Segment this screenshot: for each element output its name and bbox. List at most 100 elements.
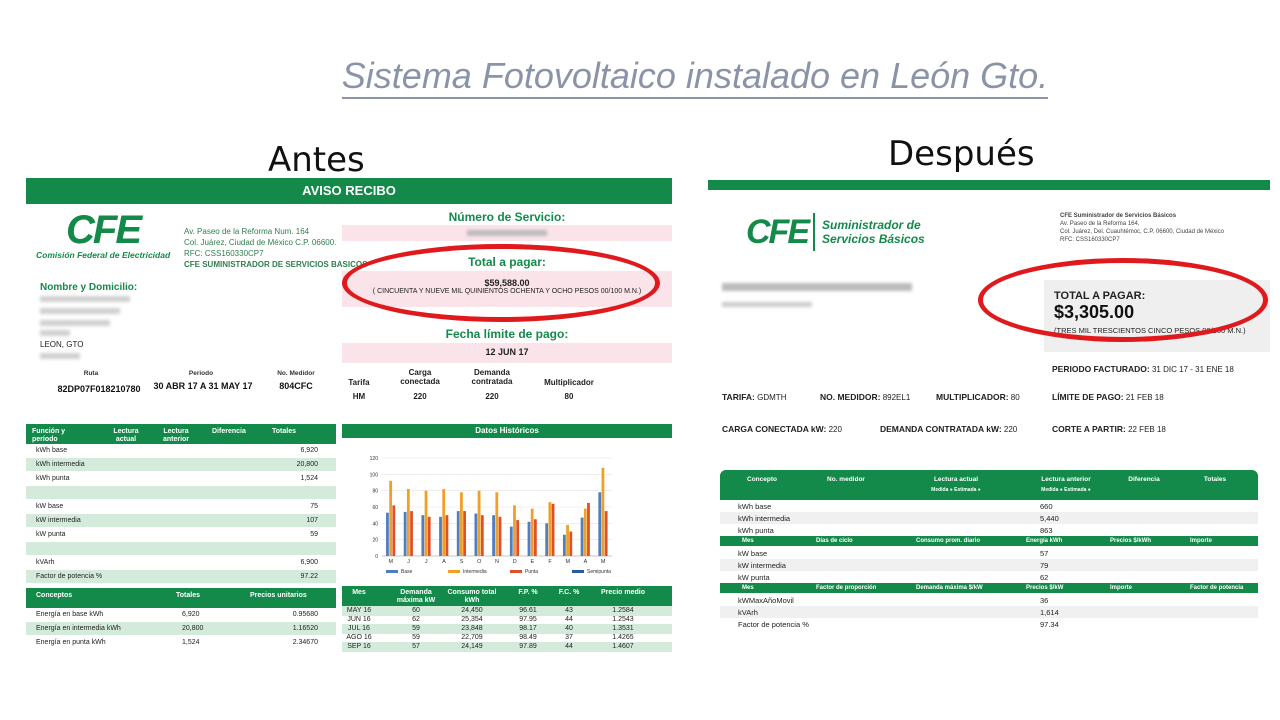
cfe-logo-2: CFE [746, 213, 810, 251]
hist-cell: 60 [412, 607, 420, 614]
tarifa-info: TARIFA: GDMTH [722, 392, 787, 402]
hist-cell: 96.61 [519, 607, 537, 614]
row-total: 1,524 [182, 639, 200, 646]
bar-intermedia [406, 489, 410, 556]
hist-row: AGO 16 59 22,709 98.49 37 1.4265 [342, 633, 672, 643]
bar-intermedia [548, 502, 552, 556]
hist-cell: MAY 16 [346, 607, 372, 614]
demanda-info: DEMANDA CONTRATADA kW: 220 [880, 424, 1018, 434]
hist-cell: 1.2543 [612, 616, 634, 623]
redacted-address-2 [722, 302, 812, 307]
row-value: 1,524 [300, 475, 318, 482]
despues-row: kWh intermedia 5,440 [720, 512, 1258, 524]
subheader-cell: Consumo prom. diario [916, 538, 981, 544]
cfe-logo-subtitle: Comisión Federal de Electricidad [36, 250, 171, 260]
bar-intermedia [601, 467, 605, 556]
cfe-logo: CFE [66, 208, 142, 252]
row-value: 97.34 [1040, 620, 1059, 629]
bar-intermedia [513, 505, 516, 556]
redacted-address [40, 353, 80, 359]
bar-intermedia [566, 524, 569, 556]
legend-label: Punta [525, 569, 538, 575]
bar-base [386, 512, 389, 556]
legend-label: Semipunta [587, 569, 611, 575]
y-tick-label: 40 [372, 521, 378, 527]
periodo-label: Periodo [188, 370, 214, 377]
redacted-name [40, 296, 130, 302]
ruta-label: Ruta [83, 370, 99, 377]
slide-title: Sistema Fotovoltaico instalado en León G… [0, 55, 1280, 99]
despues-row: kWh punta 863 [720, 524, 1258, 536]
x-tick-label: J [407, 559, 410, 565]
hist-cell: 44 [565, 643, 573, 650]
subheader-cell: Factor de proporción [816, 585, 877, 591]
numero-servicio-label: Número de Servicio: [448, 210, 566, 224]
row-value: 660 [1040, 502, 1053, 511]
hist-cell: 57 [412, 643, 420, 650]
bar-intermedia [477, 490, 481, 556]
medidor-value: 804CFC [279, 381, 313, 391]
lecturas-header: Función y período Lectura actual Lectura… [26, 424, 336, 444]
bar-intermedia [424, 490, 428, 556]
hist-cell: JUL 16 [348, 625, 370, 632]
hist-cell: SEP 16 [347, 643, 371, 650]
hist-row: JUN 16 62 25,354 97.95 44 1.2543 [342, 615, 672, 625]
lecturas-row: Factor de potencia % 97.22 [26, 570, 336, 583]
subheader-cell: Factor de potencia [1190, 585, 1244, 591]
despues-row: kVArh 1,614 [720, 606, 1258, 618]
y-tick-label: 120 [370, 456, 379, 462]
row-value: 59 [310, 531, 318, 538]
x-tick-label: F [548, 559, 552, 565]
despues-table-header: Concepto No. medidor Lectura actual Lect… [720, 470, 1258, 500]
row-label: Energía en intermedia kWh [36, 625, 121, 632]
row-price: 0.95680 [292, 611, 318, 618]
x-tick-label: A [584, 559, 588, 565]
bar-punta [392, 505, 396, 556]
y-tick-label: 0 [375, 554, 378, 560]
hist-cell: 24,450 [461, 607, 483, 614]
lecturas-row: kWh base 6,920 [26, 444, 336, 457]
legend-label: Intermedia [463, 569, 487, 575]
x-tick-label: M [565, 559, 570, 565]
legend-label: Base [401, 569, 413, 575]
hist-cell: 1.4607 [612, 643, 634, 650]
historical-consumption-chart: 0 20 40 60 80 100 120 M J J A S O N D E F M A M Base Intermed… [370, 456, 612, 575]
lecturas-row: kW base 75 [26, 500, 336, 513]
concepto-row: Energía en base kWh 6,920 0.95680 [26, 608, 336, 621]
row-label: kW intermedia [738, 561, 786, 570]
subheader-cell: Energía kWh [1026, 538, 1063, 544]
row-value: 6,900 [300, 559, 318, 566]
subheader-cell: Precios $/kW [1026, 585, 1064, 591]
lecturas-row: kWh intermedia 20,800 [26, 458, 336, 471]
bar-punta [480, 515, 484, 556]
cfe-logo-subtitle-2: Suministrador de Servicios Básicos [822, 218, 925, 246]
hist-row: SEP 16 57 24,149 97.89 44 1.4607 [342, 642, 672, 652]
multiplicador-value: 80 [564, 392, 574, 401]
x-tick-label: E [531, 559, 535, 565]
despues-bill: CFE Suministrador de Servicios Básicos C… [708, 178, 1270, 648]
row-label: kW punta [738, 573, 770, 582]
row-label: kW punta [36, 531, 66, 538]
bar-intermedia [389, 480, 393, 556]
bar-punta [551, 503, 555, 556]
corte-info: CORTE A PARTIR: 22 FEB 18 [1052, 424, 1166, 434]
bar-base [403, 511, 407, 556]
hist-cell: 22,709 [461, 634, 483, 641]
lecturas-row: kVArh 6,900 [26, 556, 336, 569]
bar-punta [410, 511, 413, 556]
fecha-limite-box: 12 JUN 17 [342, 343, 672, 363]
despues-row: Factor de potencia % 97.34 [720, 618, 1258, 630]
highlight-ring-despues [978, 258, 1268, 342]
subheader-cell: Importe [1190, 538, 1213, 544]
row-label: Energía en base kWh [36, 611, 104, 618]
row-total: 6,920 [182, 611, 200, 618]
bar-punta [587, 502, 590, 556]
hist-cell: 59 [412, 634, 420, 641]
lecturas-row: kWh punta 1,524 [26, 472, 336, 485]
row-label: kVArh [36, 559, 55, 566]
medidor-label: No. Medidor [277, 370, 315, 377]
hist-cell: 24,149 [461, 643, 483, 650]
datos-historicos-header: Datos Históricos [342, 424, 672, 438]
row-label: kWh punta [738, 526, 774, 535]
bar-intermedia [442, 489, 446, 556]
